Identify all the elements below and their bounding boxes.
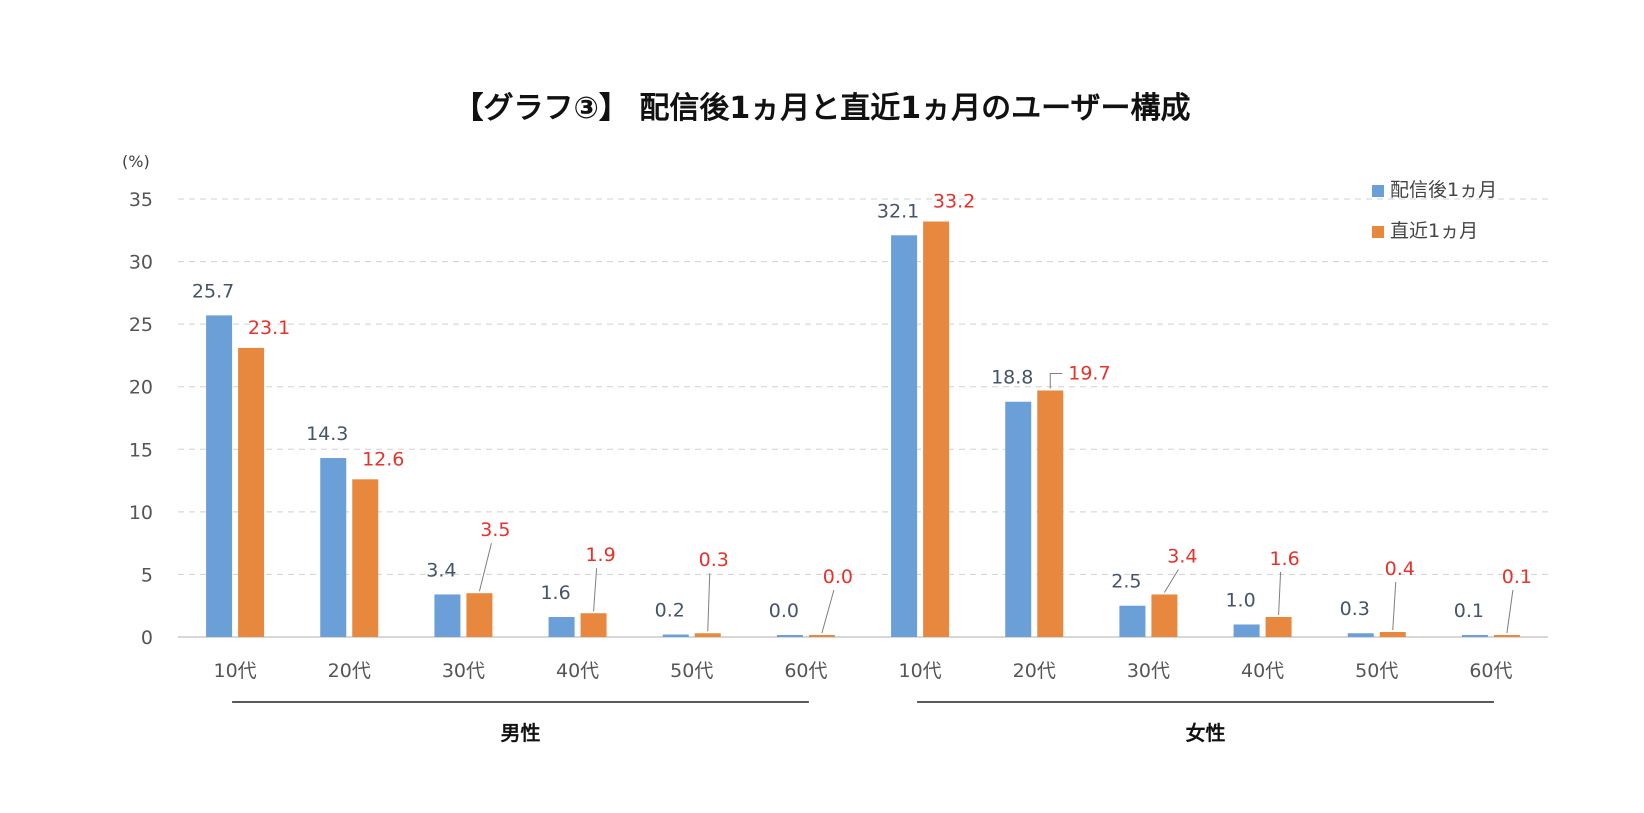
data-label-series1: 18.8 [991,367,1033,389]
bar-series1-10 [1347,633,1374,637]
y-unit-label: (%) [122,152,150,171]
bar-series1-2 [434,594,461,637]
data-label-series1: 25.7 [192,280,234,302]
data-label-leaders [478,372,1514,634]
x-tick-label: 30代 [442,660,485,682]
bar-series2-5 [808,635,835,637]
bar-series1-0 [206,315,233,637]
bar-series2-9 [1265,616,1292,637]
group-label: 女性 [1186,721,1226,745]
data-label-leader [1049,372,1063,389]
legend-swatch [1372,185,1384,197]
bar-series2-3 [580,613,607,637]
bar-series2-6 [923,221,950,638]
bar-series1-9 [1233,624,1260,637]
data-label-series2: 23.1 [248,317,290,339]
data-label-series1: 0.1 [1454,600,1484,622]
bar-series2-2 [466,593,493,637]
group-labels: 男性 女性 [232,701,1494,745]
x-tick-label: 20代 [328,660,371,682]
x-tick-label: 10代 [898,660,941,682]
data-label-series2: 3.4 [1167,545,1197,567]
x-axis-ticks: 10代 20代 30代 40代 50代 60代 10代 20代 30代 40代 50代 60代 [213,660,1512,682]
y-tick-label: 25 [129,314,153,336]
data-label-series2: 3.5 [480,519,510,541]
x-tick-label: 40代 [556,660,599,682]
data-label-series2: 19.7 [1068,362,1110,384]
data-label-leader [707,573,711,632]
chart-title: 【グラフ③】 配信後1ヵ月と直近1ヵ月のユーザー構成 [454,91,1191,126]
gridlines [178,198,1548,638]
data-label-leader [1163,569,1179,593]
bar-series2-7 [1037,390,1064,637]
y-axis-ticks: 0 5 10 15 20 25 30 35 [129,189,153,649]
x-tick-label: 60代 [1469,660,1512,682]
bar-series1-7 [1005,401,1032,637]
x-tick-label: 50代 [670,660,713,682]
data-label-series1: 1.0 [1225,589,1255,611]
y-tick-label: 5 [141,564,153,586]
data-label-series1: 1.6 [540,582,570,604]
bars [206,221,1520,638]
y-tick-label: 20 [129,377,153,399]
data-label-leader [1278,571,1282,616]
bar-series2-0 [238,347,265,637]
x-tick-label: 30代 [1127,660,1170,682]
data-label-series1: 14.3 [306,423,348,445]
bar-series1-3 [548,616,575,637]
y-tick-label: 0 [141,627,153,649]
y-tick-label: 35 [129,189,153,211]
bar-series2-8 [1151,594,1178,637]
x-tick-label: 10代 [213,660,256,682]
y-tick-label: 15 [129,439,153,461]
x-tick-label: 60代 [784,660,827,682]
data-label-series2: 12.6 [362,448,404,470]
data-label-series2: 0.0 [823,566,853,588]
data-label-leader [821,589,835,634]
y-tick-label: 10 [129,502,153,524]
data-label-series2: 0.4 [1385,558,1415,580]
data-label-series1: 0.2 [655,599,685,621]
data-label-series2: 1.9 [585,544,615,566]
data-label-leader [593,568,598,612]
data-labels: 25.7 23.1 14.3 12.6 3.4 3.5 1.6 1.9 0.2 0.3 0.0 0.0… [192,191,1532,622]
legend-label: 配信後1ヵ月 [1390,179,1497,201]
bar-series1-6 [891,235,918,637]
y-tick-label: 30 [129,252,153,274]
data-label-series2: 0.3 [699,549,729,571]
data-label-leader [1506,589,1514,634]
data-label-series1: 32.1 [877,200,919,222]
data-label-series1: 3.4 [426,559,456,581]
x-tick-label: 20代 [1013,660,1056,682]
data-label-series2: 0.1 [1502,566,1532,588]
data-label-series1: 2.5 [1111,571,1141,593]
legend-label: 直近1ヵ月 [1390,220,1478,242]
bar-series1-1 [320,458,347,637]
legend-swatch [1372,226,1384,238]
x-tick-label: 50代 [1355,660,1398,682]
data-label-series2: 33.2 [933,191,975,213]
data-label-series1: 0.3 [1340,598,1370,620]
bar-series1-4 [662,634,689,637]
data-label-series2: 1.6 [1269,548,1299,570]
data-label-series1: 0.0 [769,600,799,622]
data-label-leader [478,543,492,592]
bar-series1-11 [1461,635,1488,637]
bar-series2-4 [694,633,721,637]
group-label: 男性 [501,721,541,745]
bar-series1-8 [1119,605,1146,637]
x-tick-label: 40代 [1241,660,1284,682]
bar-series2-1 [352,479,379,637]
bar-series2-10 [1379,631,1406,637]
data-label-leader [1392,581,1397,631]
bar-series2-11 [1493,635,1520,637]
bar-series1-5 [776,635,803,637]
